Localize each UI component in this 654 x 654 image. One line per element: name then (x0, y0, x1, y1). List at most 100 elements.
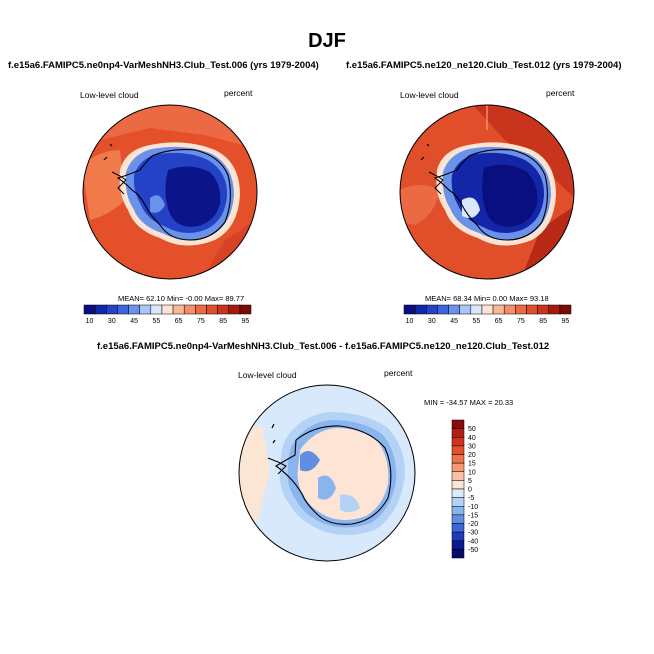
panel1-colorbar-swatch (94, 304, 107, 315)
panel2-colorbar-swatch (548, 304, 561, 315)
map3-border (238, 384, 416, 562)
panel3-colorbar-swatch (451, 540, 465, 550)
map2-peninsula-coast (428, 171, 444, 195)
panel1-colorbar-tick-label: 55 (152, 318, 160, 325)
panel3-colorbar-swatch (451, 523, 465, 533)
panel1-colorbar-tick-label: 95 (242, 318, 250, 325)
map2-coastline (433, 149, 548, 241)
panel3-variable-label: Low-level cloud (238, 370, 297, 380)
panel1-colorbar-swatch (239, 304, 252, 315)
panel3-colorbar-swatch (451, 454, 465, 464)
panel1-title: f.e15a6.FAMIPC5.ne0np4-VarMeshNH3.Club_T… (8, 60, 319, 71)
map3-west-positive (239, 425, 270, 525)
panel3-colorbar-tick-label: 20 (468, 452, 476, 459)
panel1-colorbar-swatch (217, 304, 229, 315)
panel2-colorbar-tick-label: 45 (450, 318, 458, 325)
panel1-colorbar-swatch (195, 304, 207, 315)
panel2-colorbar-tick-label: 30 (428, 318, 436, 325)
panel1-colorbar-swatch (228, 304, 241, 315)
panel2-colorbar-tick-label: 85 (539, 318, 547, 325)
panel2-colorbar-tick-label: 95 (562, 318, 570, 325)
panel1-colorbar-swatch (206, 304, 218, 315)
panel3-colorbar-tick-label: -10 (468, 504, 478, 511)
map1-south-america-tip (103, 143, 113, 161)
panel3-colorbar-tick-label: 15 (468, 461, 476, 468)
panel1-colorbar-tick-label: 10 (86, 318, 94, 325)
map1-polar-plot (82, 104, 258, 280)
panel3-colorbar-tick-label: 0 (468, 487, 472, 494)
panel2-colorbar-tick-label: 10 (406, 318, 414, 325)
panel3-colorbar-swatch (451, 514, 465, 524)
panel1-colorbar-swatch (161, 304, 174, 315)
panel3-colorbar-swatch (451, 506, 465, 516)
panel2-stats: MEAN= 68.34 Min= 0.00 Max= 93.18 (425, 294, 549, 303)
panel3-colorbar-swatch (451, 419, 465, 429)
map2-border (399, 104, 575, 280)
panel3-colorbar-tick-label: 5 (468, 478, 472, 485)
panel2-colorbar-swatch (470, 304, 483, 315)
panel1-colorbar-swatch (183, 304, 196, 315)
panel2-colorbar-swatch (403, 304, 416, 315)
panel1-colorbar-swatch (83, 304, 96, 315)
map3-south-america-tip (271, 423, 276, 444)
panel3-colorbar-tick-label: -15 (468, 512, 478, 519)
panel1-colorbar-swatch (128, 304, 140, 315)
panel3-colorbar-tick-label: 40 (468, 435, 476, 442)
panel3-colorbar-swatch (451, 488, 465, 498)
map3-peninsula-coast (267, 457, 287, 475)
panel3-colorbar-tick-label: -20 (468, 521, 478, 528)
map1-coastline (116, 149, 231, 241)
panel1-colorbar-tick-label: 30 (108, 318, 116, 325)
panel3-colorbar-tick-label: 30 (468, 443, 476, 450)
panel3-stats: MIN = -34.57 MAX = 20.33 (424, 398, 514, 407)
panel1-stats: MEAN= 62.10 Min= -0.00 Max= 89.77 (118, 294, 245, 303)
map2-polar-plot (399, 104, 575, 280)
panel2-variable-label: Low-level cloud (400, 90, 459, 100)
panel1-colorbar: 10 30 45 55 65 75 85 95 (83, 304, 252, 325)
panel1-colorbar-tick-label: 85 (219, 318, 227, 325)
panel2-colorbar-swatch (537, 304, 549, 315)
panel2-colorbar-swatch (414, 304, 427, 315)
panel2-units-label: percent (546, 88, 575, 98)
panel3-colorbar-swatch (451, 497, 465, 507)
panel1-colorbar-tick-label: 75 (197, 318, 205, 325)
panel2-colorbar-swatch (459, 304, 472, 315)
map1-ross-sea-patch (150, 195, 165, 213)
panel2-colorbar-swatch (559, 304, 572, 315)
map3-polar-plot (238, 384, 416, 562)
panel2-colorbar-swatch (426, 304, 438, 315)
map3-negative-patch-b (318, 475, 336, 500)
panel3-colorbar-swatch (451, 480, 465, 490)
panel2-colorbar: 10 30 45 55 65 75 85 95 (403, 304, 572, 325)
panel2-colorbar-swatch (503, 304, 516, 315)
map3-negative-patch-c (340, 494, 360, 513)
panel2-colorbar-tick-label: 75 (517, 318, 525, 325)
panel3-colorbar-swatch (451, 531, 465, 541)
panel1-variable-label: Low-level cloud (80, 90, 139, 100)
panel2-colorbar-swatch (492, 304, 505, 315)
map1-peninsula-coast (111, 171, 127, 195)
map2-ice-core (482, 164, 538, 227)
panel2-title: f.e15a6.FAMIPC5.ne120_ne120.Club_Test.01… (346, 60, 622, 71)
panel3-colorbar-tick-label: -30 (468, 530, 478, 537)
map3-coastline (274, 425, 392, 525)
map1-west-band (83, 150, 125, 220)
panel3-colorbar-swatch (451, 549, 465, 559)
figure-title: DJF (308, 30, 346, 52)
panel2-colorbar-swatch (448, 304, 460, 315)
panel3-colorbar-swatch (451, 445, 465, 455)
map1-border (82, 104, 258, 280)
panel1-colorbar-tick-label: 45 (130, 318, 138, 325)
panel1-colorbar-swatch (106, 304, 118, 315)
panel1-colorbar-tick-label: 65 (175, 318, 183, 325)
map2-west-band (400, 185, 440, 225)
map3-negative-patch-a (300, 451, 320, 472)
panel3-colorbar-tick-label: 10 (468, 469, 476, 476)
panel1-colorbar-swatch (172, 304, 185, 315)
panel2-colorbar-swatch (481, 304, 494, 315)
panel2-colorbar-swatch (526, 304, 538, 315)
panel3-colorbar-swatch (451, 428, 465, 438)
panel3-units-label: percent (384, 368, 413, 378)
